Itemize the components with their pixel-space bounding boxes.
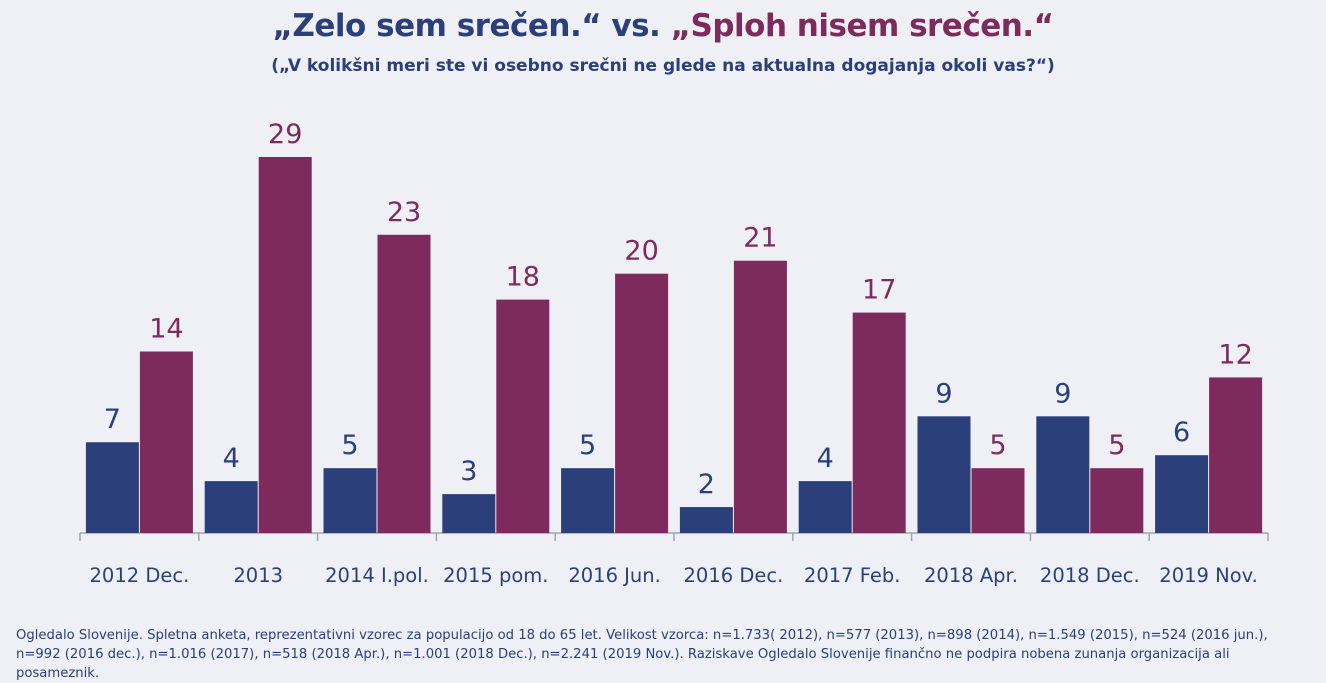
data-label: 5 xyxy=(1108,430,1125,461)
data-label: 23 xyxy=(387,197,421,228)
bar-series2 xyxy=(615,273,669,533)
data-label: 18 xyxy=(506,262,540,293)
data-label: 17 xyxy=(862,275,896,306)
data-label: 21 xyxy=(743,223,777,254)
bar-series2 xyxy=(1209,377,1263,533)
bar-series1 xyxy=(442,494,496,533)
bar-series1 xyxy=(798,481,852,533)
bar-series2 xyxy=(971,468,1025,533)
data-label: 29 xyxy=(268,119,302,150)
bar-series2 xyxy=(139,351,193,533)
bar-series2 xyxy=(852,312,906,533)
data-label: 12 xyxy=(1218,339,1252,370)
bar-series1 xyxy=(1155,455,1209,533)
x-tick-label: 2018 Dec. xyxy=(1040,564,1140,587)
footnote: Ogledalo Slovenije. Spletna anketa, repr… xyxy=(16,628,1268,681)
bar-series2 xyxy=(258,157,312,533)
chart-subtitle: („V kolikšni meri ste vi osebno srečni n… xyxy=(271,56,1055,76)
data-label: 5 xyxy=(989,430,1006,461)
chart-title-part1: „Zelo sem srečen.“ vs. xyxy=(272,8,671,44)
bar-series1 xyxy=(679,507,733,533)
x-tick-label: 2016 Dec. xyxy=(684,564,784,587)
x-tick-label: 2018 Apr. xyxy=(924,564,1018,587)
data-label: 9 xyxy=(935,378,952,409)
bar-series2 xyxy=(733,260,787,533)
data-label: 6 xyxy=(1173,417,1190,448)
data-label: 2 xyxy=(698,469,715,500)
data-label: 14 xyxy=(149,313,183,344)
bar-series1 xyxy=(1036,416,1090,533)
data-label: 4 xyxy=(223,443,240,474)
data-label: 3 xyxy=(460,456,477,487)
chart-title: „Zelo sem srečen.“ vs. „Sploh nisem sreč… xyxy=(0,8,1326,44)
bar-series2 xyxy=(496,299,550,533)
data-label: 5 xyxy=(579,430,596,461)
data-label: 7 xyxy=(104,404,121,435)
data-label: 4 xyxy=(817,443,834,474)
x-tick-label: 2013 xyxy=(233,564,283,587)
bar-series2 xyxy=(1090,468,1144,533)
bar-series1 xyxy=(85,442,139,533)
data-label: 9 xyxy=(1054,378,1071,409)
bar-series1 xyxy=(323,468,377,533)
x-tick-label: 2016 Jun. xyxy=(568,564,661,587)
bar-series1 xyxy=(561,468,615,533)
bar-series2 xyxy=(377,234,431,534)
bar-series1 xyxy=(917,416,971,533)
x-tick-label: 2019 Nov. xyxy=(1159,564,1258,587)
data-label: 20 xyxy=(624,236,658,267)
chart-title-part2: „Sploh nisem srečen.“ xyxy=(670,8,1054,44)
x-tick-label: 2014 I.pol. xyxy=(325,564,429,587)
x-tick-label: 2017 Feb. xyxy=(804,564,901,587)
bar-series1 xyxy=(204,481,258,533)
x-tick-label: 2015 pom. xyxy=(443,564,548,587)
data-label: 5 xyxy=(341,430,358,461)
x-tick-label: 2012 Dec. xyxy=(90,564,190,587)
